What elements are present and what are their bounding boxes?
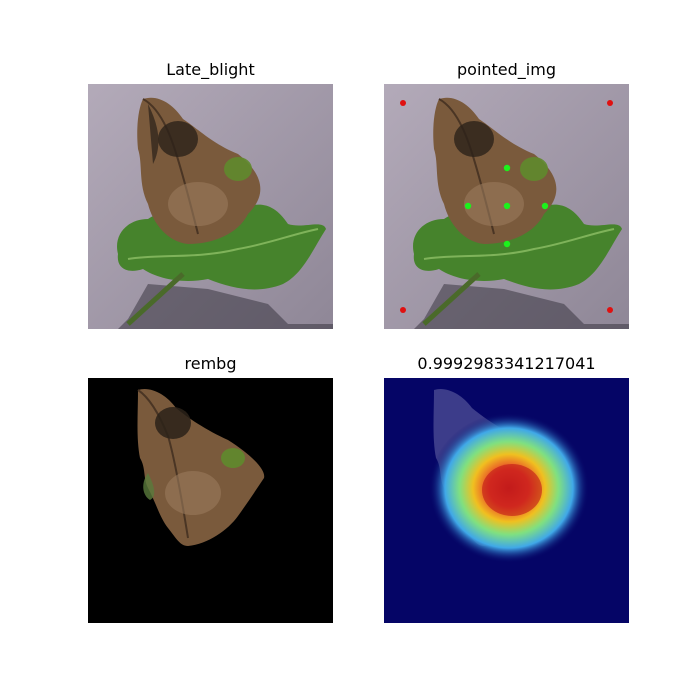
foreground-point [464, 202, 472, 210]
foreground-point [503, 164, 511, 172]
panel-title-rembg: rembg [184, 354, 237, 373]
panel-title-late-blight: Late_blight [166, 60, 255, 79]
foreground-point [503, 240, 511, 248]
leaf-photo [88, 84, 333, 329]
foreground-point [541, 202, 549, 210]
panel-rembg-image [88, 378, 333, 623]
foreground-point [503, 202, 511, 210]
panel-pointed-image [384, 84, 629, 329]
heatmap-overlay [384, 378, 629, 623]
panel-title-pointed-img: pointed_img [457, 60, 556, 79]
panel-heatmap-image [384, 378, 629, 623]
leaf-photo-with-points [384, 84, 629, 329]
background-point [607, 307, 613, 313]
background-point [400, 100, 406, 106]
panel-title-score: 0.9992983341217041 [417, 354, 596, 373]
background-point [607, 100, 613, 106]
panel-original-image [88, 84, 333, 329]
segmented-leaf [88, 378, 333, 623]
background-point [400, 307, 406, 313]
